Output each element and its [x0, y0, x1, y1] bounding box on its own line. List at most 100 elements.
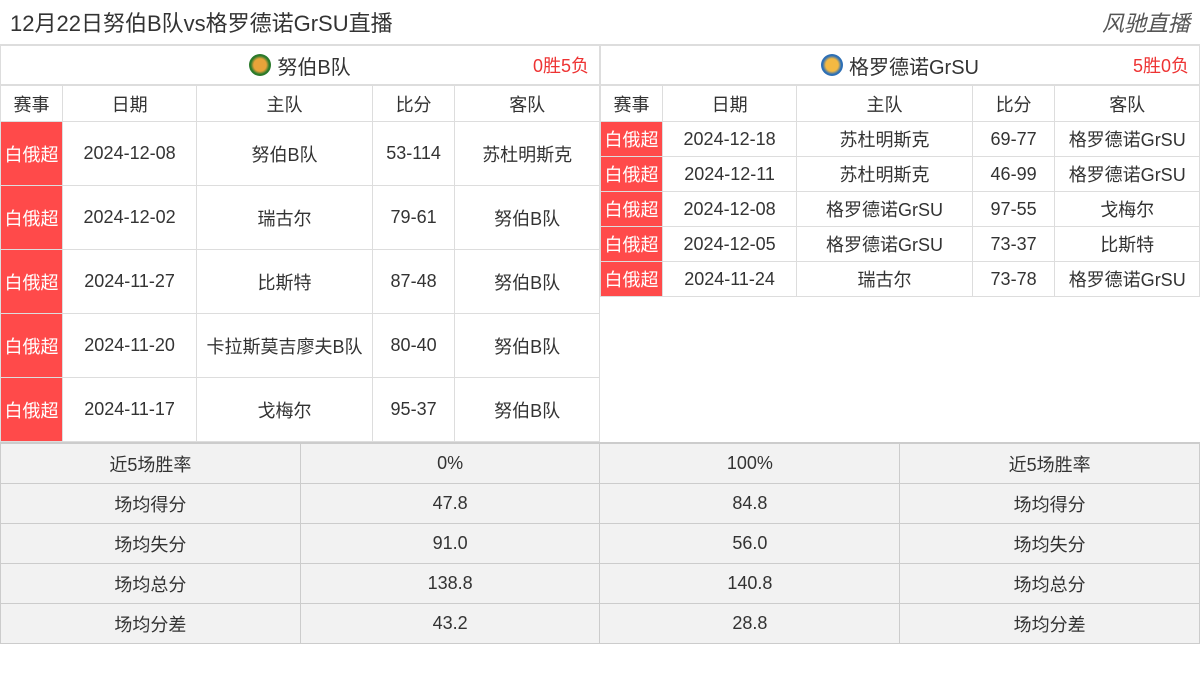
- team-a-column: 努伯B队 0胜5负 赛事 日期 主队 比分 客队 白俄超2024-12-08努伯…: [0, 45, 600, 442]
- team-b-matches-table: 赛事 日期 主队 比分 客队 白俄超2024-12-18苏杜明斯克69-77格罗…: [600, 85, 1200, 297]
- team-b-record: 5胜0负: [1133, 52, 1189, 78]
- cell-score: 97-55: [972, 192, 1055, 227]
- cell-away: 格罗德诺GrSU: [1055, 122, 1200, 157]
- stats-value: 138.8: [300, 564, 600, 604]
- team-a-logo-icon: [249, 54, 271, 76]
- col-score: 比分: [972, 86, 1055, 122]
- table-row: 白俄超2024-12-02瑞古尔79-61努伯B队: [1, 186, 600, 250]
- cell-away: 努伯B队: [455, 186, 600, 250]
- cell-league: 白俄超: [601, 262, 663, 297]
- team-b-column: 格罗德诺GrSU 5胜0负 赛事 日期 主队 比分 客队 白俄超2024-12-…: [600, 45, 1200, 442]
- teams-container: 努伯B队 0胜5负 赛事 日期 主队 比分 客队 白俄超2024-12-08努伯…: [0, 45, 1200, 443]
- table-head-row: 赛事 日期 主队 比分 客队: [1, 86, 600, 122]
- stats-row: 场均失分91.056.0场均失分: [1, 524, 1200, 564]
- cell-league: 白俄超: [1, 186, 63, 250]
- col-date: 日期: [662, 86, 796, 122]
- cell-league: 白俄超: [1, 378, 63, 442]
- team-b-name: 格罗德诺GrSU: [849, 51, 979, 80]
- table-row: 白俄超2024-12-11苏杜明斯克46-99格罗德诺GrSU: [601, 157, 1200, 192]
- cell-away: 戈梅尔: [1055, 192, 1200, 227]
- cell-home: 苏杜明斯克: [797, 157, 973, 192]
- cell-date: 2024-12-05: [662, 227, 796, 262]
- col-away: 客队: [455, 86, 600, 122]
- stats-value: 140.8: [600, 564, 900, 604]
- cell-away: 努伯B队: [455, 314, 600, 378]
- table-row: 白俄超2024-12-08格罗德诺GrSU97-55戈梅尔: [601, 192, 1200, 227]
- col-score: 比分: [372, 86, 455, 122]
- cell-date: 2024-11-20: [62, 314, 196, 378]
- cell-home: 格罗德诺GrSU: [797, 227, 973, 262]
- cell-home: 瑞古尔: [197, 186, 373, 250]
- stats-label: 场均总分: [900, 564, 1200, 604]
- cell-league: 白俄超: [601, 122, 663, 157]
- stats-label: 近5场胜率: [1, 444, 301, 484]
- cell-score: 69-77: [972, 122, 1055, 157]
- team-a-record: 0胜5负: [533, 52, 589, 78]
- stats-value: 84.8: [600, 484, 900, 524]
- table-row: 白俄超2024-12-05格罗德诺GrSU73-37比斯特: [601, 227, 1200, 262]
- cell-score: 73-78: [972, 262, 1055, 297]
- cell-date: 2024-12-11: [662, 157, 796, 192]
- cell-away: 努伯B队: [455, 250, 600, 314]
- stats-row: 场均分差43.228.8场均分差: [1, 604, 1200, 644]
- table-row: 白俄超2024-12-18苏杜明斯克69-77格罗德诺GrSU: [601, 122, 1200, 157]
- cell-date: 2024-12-08: [662, 192, 796, 227]
- col-league: 赛事: [1, 86, 63, 122]
- stats-label: 近5场胜率: [900, 444, 1200, 484]
- cell-score: 80-40: [372, 314, 455, 378]
- cell-date: 2024-11-17: [62, 378, 196, 442]
- cell-league: 白俄超: [601, 192, 663, 227]
- table-row: 白俄超2024-12-08努伯B队53-114苏杜明斯克: [1, 122, 600, 186]
- cell-away: 苏杜明斯克: [455, 122, 600, 186]
- stats-value: 43.2: [300, 604, 600, 644]
- stats-row: 近5场胜率0%100%近5场胜率: [1, 444, 1200, 484]
- stats-value: 91.0: [300, 524, 600, 564]
- cell-score: 53-114: [372, 122, 455, 186]
- cell-home: 努伯B队: [197, 122, 373, 186]
- cell-league: 白俄超: [601, 157, 663, 192]
- team-a-header: 努伯B队 0胜5负: [0, 45, 600, 85]
- col-home: 主队: [197, 86, 373, 122]
- stats-table: 近5场胜率0%100%近5场胜率场均得分47.884.8场均得分场均失分91.0…: [0, 443, 1200, 644]
- cell-away: 努伯B队: [455, 378, 600, 442]
- cell-score: 46-99: [972, 157, 1055, 192]
- stats-value: 56.0: [600, 524, 900, 564]
- cell-league: 白俄超: [1, 314, 63, 378]
- cell-date: 2024-12-08: [62, 122, 196, 186]
- table-head-row: 赛事 日期 主队 比分 客队: [601, 86, 1200, 122]
- page-header: 12月22日努伯B队vs格罗德诺GrSU直播 风驰直播: [0, 0, 1200, 45]
- site-name: 风驰直播: [1102, 6, 1190, 38]
- cell-league: 白俄超: [1, 122, 63, 186]
- cell-date: 2024-12-02: [62, 186, 196, 250]
- col-league: 赛事: [601, 86, 663, 122]
- cell-home: 戈梅尔: [197, 378, 373, 442]
- cell-away: 格罗德诺GrSU: [1055, 157, 1200, 192]
- cell-score: 73-37: [972, 227, 1055, 262]
- cell-league: 白俄超: [601, 227, 663, 262]
- team-a-name: 努伯B队: [277, 51, 350, 80]
- stats-row: 场均总分138.8140.8场均总分: [1, 564, 1200, 604]
- col-home: 主队: [797, 86, 973, 122]
- stats-label: 场均得分: [1, 484, 301, 524]
- stats-value: 0%: [300, 444, 600, 484]
- cell-home: 格罗德诺GrSU: [797, 192, 973, 227]
- cell-date: 2024-12-18: [662, 122, 796, 157]
- stats-value: 100%: [600, 444, 900, 484]
- stats-label: 场均总分: [1, 564, 301, 604]
- cell-home: 瑞古尔: [797, 262, 973, 297]
- table-row: 白俄超2024-11-24瑞古尔73-78格罗德诺GrSU: [601, 262, 1200, 297]
- team-b-logo-icon: [821, 54, 843, 76]
- cell-date: 2024-11-24: [662, 262, 796, 297]
- cell-score: 79-61: [372, 186, 455, 250]
- stats-value: 28.8: [600, 604, 900, 644]
- cell-league: 白俄超: [1, 250, 63, 314]
- col-away: 客队: [1055, 86, 1200, 122]
- cell-score: 95-37: [372, 378, 455, 442]
- team-a-matches-table: 赛事 日期 主队 比分 客队 白俄超2024-12-08努伯B队53-114苏杜…: [0, 85, 600, 442]
- table-row: 白俄超2024-11-17戈梅尔95-37努伯B队: [1, 378, 600, 442]
- cell-away: 格罗德诺GrSU: [1055, 262, 1200, 297]
- cell-away: 比斯特: [1055, 227, 1200, 262]
- stats-label: 场均失分: [1, 524, 301, 564]
- table-row: 白俄超2024-11-27比斯特87-48努伯B队: [1, 250, 600, 314]
- page-title: 12月22日努伯B队vs格罗德诺GrSU直播: [10, 6, 393, 38]
